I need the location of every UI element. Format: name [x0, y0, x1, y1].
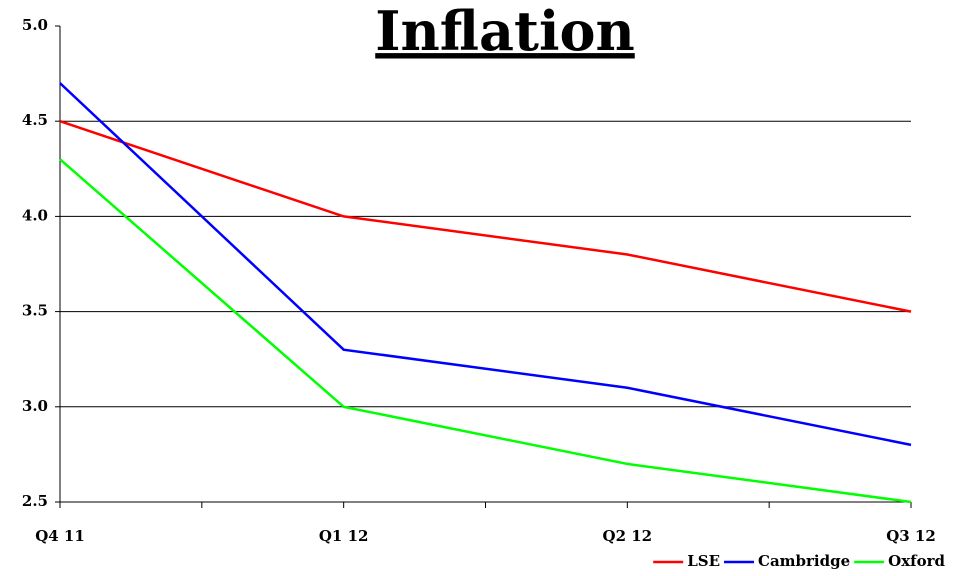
x-tick-label: Q4 11 [35, 527, 85, 545]
y-tick-label: 4.5 [22, 111, 48, 129]
legend-label: Cambridge [758, 552, 850, 570]
series-line [59, 158, 912, 504]
x-tick-label: Q1 12 [319, 527, 369, 545]
x-tick-label: Q3 12 [886, 527, 936, 545]
y-tick-label: 5.0 [22, 16, 48, 34]
y-tick-label: 4.0 [22, 206, 48, 224]
series-line [59, 82, 912, 447]
legend-label: LSE [687, 552, 720, 570]
x-tick-label: Q2 12 [603, 527, 653, 545]
series-line [59, 120, 912, 313]
y-tick-label: 3.0 [22, 397, 48, 415]
chart-title: Inflation [375, 0, 635, 63]
y-tick-label: 3.5 [22, 302, 48, 320]
legend-label: Oxford [888, 552, 945, 570]
y-tick-label: 2.5 [22, 492, 48, 510]
